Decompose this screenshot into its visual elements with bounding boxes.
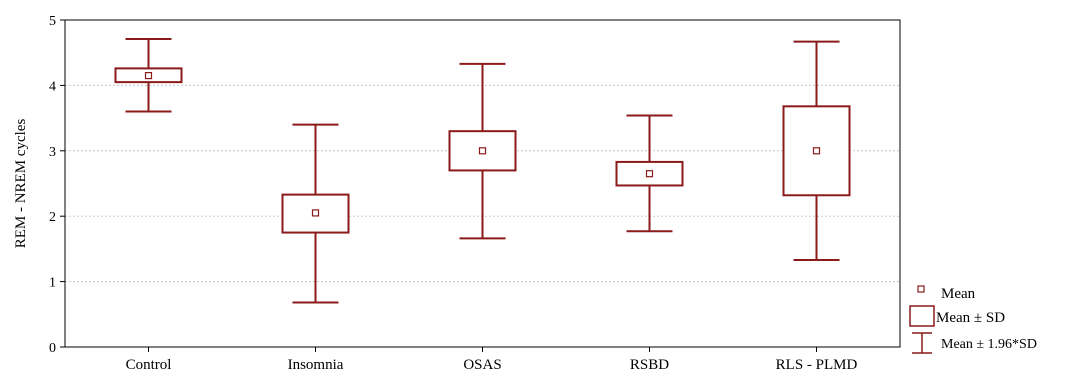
mean-marker	[645, 170, 654, 178]
box-group-rsbd	[615, 114, 684, 233]
y-axis-ticks: 0 1 2 3 4 5	[49, 14, 65, 356]
y-tick-label-5: 5	[49, 14, 56, 29]
legend-label-196sd: Mean ± 1.96*SD	[941, 337, 1037, 352]
box-group-osas	[448, 62, 517, 240]
boxes	[114, 37, 851, 304]
legend-label-mean: Mean	[941, 286, 976, 302]
x-axis-categories: Control Insomnia OSAS RSBD RLS - PLMD	[126, 347, 858, 373]
legend-mean-icon	[917, 285, 925, 293]
legend: Mean Mean ± SD Mean ± 1.96*SD	[909, 285, 1037, 354]
y-tick-label-1: 1	[49, 276, 56, 291]
y-tick-label-3: 3	[49, 145, 56, 160]
x-category-label: RLS - PLMD	[776, 357, 858, 373]
x-category-label: OSAS	[463, 357, 501, 373]
x-category-label: Control	[126, 357, 172, 373]
box-group-control	[114, 37, 183, 113]
mean-marker	[144, 71, 153, 80]
x-category-label: Insomnia	[288, 357, 344, 373]
y-tick-label-2: 2	[49, 210, 56, 225]
y-axis-label: REM - NREM cycles	[13, 119, 29, 249]
y-tick-label-4: 4	[49, 79, 56, 94]
mean-marker	[812, 147, 821, 155]
mean-marker	[478, 147, 487, 155]
box-group-rls-plmd	[782, 40, 851, 262]
legend-sd-box-icon	[909, 305, 935, 327]
mean-marker	[311, 209, 320, 217]
legend-label-sd: Mean ± SD	[936, 310, 1005, 326]
box-group-insomnia	[281, 123, 350, 304]
x-category-label: RSBD	[630, 357, 669, 373]
y-tick-label-0: 0	[49, 341, 56, 356]
